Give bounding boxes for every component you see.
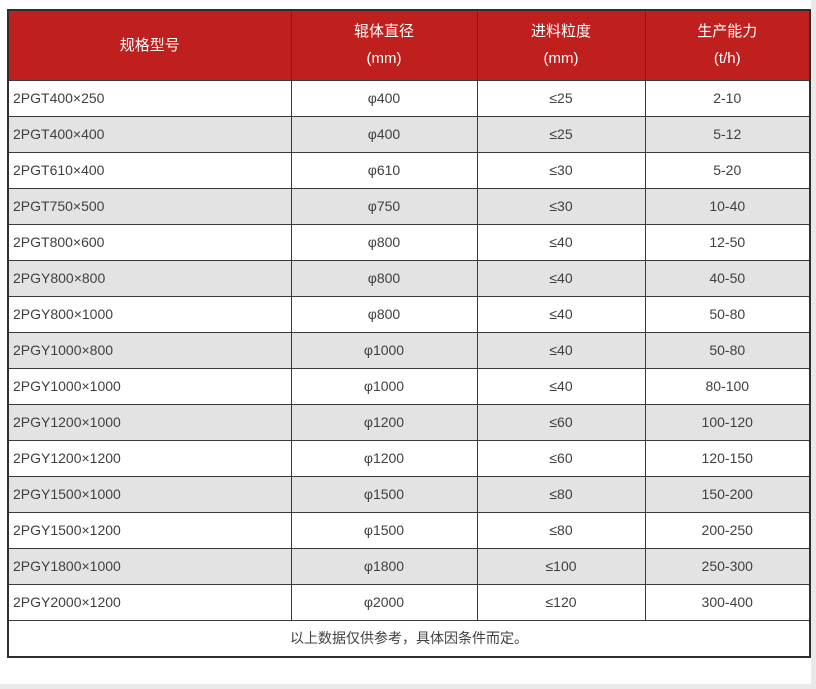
cell-model: 2PGY2000×1200 bbox=[7, 583, 292, 621]
cell-roller-diameter: φ610 bbox=[290, 151, 478, 189]
cell-feed-size: ≤30 bbox=[476, 151, 646, 189]
table-row: 2PGY1500×1000 φ1500 ≤80 150-200 bbox=[7, 475, 811, 513]
cell-feed-size: ≤40 bbox=[476, 367, 646, 405]
cell-feed-size: ≤100 bbox=[476, 547, 646, 585]
cell-roller-diameter: φ400 bbox=[290, 79, 478, 117]
cell-roller-diameter: φ800 bbox=[290, 259, 478, 297]
cell-roller-diameter: φ400 bbox=[290, 115, 478, 153]
spec-table: 规格型号 辊体直径 (mm) 进料粒度 (mm) 生产能力 (t/h) bbox=[7, 9, 811, 658]
footer-note: 以上数据仅供参考，具体因条件而定。 bbox=[7, 619, 811, 658]
header-row: 规格型号 辊体直径 (mm) 进料粒度 (mm) 生产能力 (t/h) bbox=[7, 9, 811, 81]
cell-roller-diameter: φ1800 bbox=[290, 547, 478, 585]
cell-capacity: 5-20 bbox=[644, 151, 811, 189]
cell-model: 2PGY1000×1000 bbox=[7, 367, 292, 405]
cell-feed-size: ≤40 bbox=[476, 223, 646, 261]
cell-model: 2PGT750×500 bbox=[7, 187, 292, 225]
table-row: 2PGT750×500 φ750 ≤30 10-40 bbox=[7, 187, 811, 225]
spec-table-header: 规格型号 辊体直径 (mm) 进料粒度 (mm) 生产能力 (t/h) bbox=[7, 9, 811, 81]
cell-capacity: 200-250 bbox=[644, 511, 811, 549]
cell-roller-diameter: φ1200 bbox=[290, 403, 478, 441]
table-row: 2PGT800×600 φ800 ≤40 12-50 bbox=[7, 223, 811, 261]
table-row: 2PGY800×800 φ800 ≤40 40-50 bbox=[7, 259, 811, 297]
cell-capacity: 120-150 bbox=[644, 439, 811, 477]
table-row: 2PGY800×1000 φ800 ≤40 50-80 bbox=[7, 295, 811, 333]
cell-roller-diameter: φ800 bbox=[290, 295, 478, 333]
table-row: 2PGY1500×1200 φ1500 ≤80 200-250 bbox=[7, 511, 811, 549]
cell-feed-size: ≤120 bbox=[476, 583, 646, 621]
header-cell-capacity: 生产能力 (t/h) bbox=[644, 9, 811, 81]
cell-capacity: 50-80 bbox=[644, 295, 811, 333]
table-row: 2PGY1800×1000 φ1800 ≤100 250-300 bbox=[7, 547, 811, 585]
cell-feed-size: ≤25 bbox=[476, 115, 646, 153]
cell-model: 2PGY800×1000 bbox=[7, 295, 292, 333]
cell-model: 2PGY800×800 bbox=[7, 259, 292, 297]
table-row: 2PGY1000×800 φ1000 ≤40 50-80 bbox=[7, 331, 811, 369]
cell-capacity: 10-40 bbox=[644, 187, 811, 225]
cell-model: 2PGT400×400 bbox=[7, 115, 292, 153]
table-row: 2PGT400×400 φ400 ≤25 5-12 bbox=[7, 115, 811, 153]
cell-capacity: 150-200 bbox=[644, 475, 811, 513]
header-capacity-label: 生产能力 bbox=[697, 23, 758, 41]
page-edge-right bbox=[811, 0, 816, 689]
cell-feed-size: ≤40 bbox=[476, 331, 646, 369]
cell-model: 2PGY1200×1000 bbox=[7, 403, 292, 441]
cell-capacity: 250-300 bbox=[644, 547, 811, 585]
cell-feed-size: ≤30 bbox=[476, 187, 646, 225]
header-cell-roller-diameter: 辊体直径 (mm) bbox=[290, 9, 478, 81]
cell-model: 2PGT610×400 bbox=[7, 151, 292, 189]
cell-roller-diameter: φ1000 bbox=[290, 331, 478, 369]
cell-capacity: 300-400 bbox=[644, 583, 811, 621]
cell-roller-diameter: φ800 bbox=[290, 223, 478, 261]
cell-roller-diameter: φ750 bbox=[290, 187, 478, 225]
header-model-label: 规格型号 bbox=[119, 36, 180, 54]
cell-feed-size: ≤40 bbox=[476, 295, 646, 333]
cell-capacity: 12-50 bbox=[644, 223, 811, 261]
cell-roller-diameter: φ1200 bbox=[290, 439, 478, 477]
cell-capacity: 2-10 bbox=[644, 79, 811, 117]
cell-model: 2PGY1000×800 bbox=[7, 331, 292, 369]
table-row: 2PGT610×400 φ610 ≤30 5-20 bbox=[7, 151, 811, 189]
cell-capacity: 5-12 bbox=[644, 115, 811, 153]
header-feed-size-unit: (mm) bbox=[543, 50, 579, 68]
header-capacity-unit: (t/h) bbox=[713, 50, 741, 68]
cell-roller-diameter: φ2000 bbox=[290, 583, 478, 621]
cell-capacity: 80-100 bbox=[644, 367, 811, 405]
cell-model: 2PGT800×600 bbox=[7, 223, 292, 261]
cell-feed-size: ≤40 bbox=[476, 259, 646, 297]
cell-roller-diameter: φ1500 bbox=[290, 511, 478, 549]
spec-table-footer: 以上数据仅供参考，具体因条件而定。 bbox=[7, 619, 811, 658]
cell-model: 2PGY1500×1000 bbox=[7, 475, 292, 513]
spec-table-body: 2PGT400×250 φ400 ≤25 2-10 2PGT400×400 φ4… bbox=[7, 79, 811, 621]
header-cell-feed-size: 进料粒度 (mm) bbox=[476, 9, 646, 81]
cell-feed-size: ≤60 bbox=[476, 403, 646, 441]
header-feed-size-label: 进料粒度 bbox=[530, 23, 591, 41]
table-row: 2PGY2000×1200 φ2000 ≤120 300-400 bbox=[7, 583, 811, 621]
cell-feed-size: ≤60 bbox=[476, 439, 646, 477]
page-edge-bottom bbox=[0, 684, 816, 689]
header-cell-model: 规格型号 bbox=[7, 9, 292, 81]
cell-feed-size: ≤80 bbox=[476, 511, 646, 549]
header-roller-diameter-label: 辊体直径 bbox=[353, 23, 414, 41]
cell-roller-diameter: φ1500 bbox=[290, 475, 478, 513]
table-row: 2PGY1000×1000 φ1000 ≤40 80-100 bbox=[7, 367, 811, 405]
cell-model: 2PGT400×250 bbox=[7, 79, 292, 117]
header-roller-diameter-unit: (mm) bbox=[366, 50, 402, 68]
cell-model: 2PGY1500×1200 bbox=[7, 511, 292, 549]
cell-capacity: 40-50 bbox=[644, 259, 811, 297]
cell-capacity: 50-80 bbox=[644, 331, 811, 369]
cell-feed-size: ≤25 bbox=[476, 79, 646, 117]
cell-feed-size: ≤80 bbox=[476, 475, 646, 513]
table-row: 2PGY1200×1200 φ1200 ≤60 120-150 bbox=[7, 439, 811, 477]
footer-row: 以上数据仅供参考，具体因条件而定。 bbox=[7, 619, 811, 658]
cell-capacity: 100-120 bbox=[644, 403, 811, 441]
cell-roller-diameter: φ1000 bbox=[290, 367, 478, 405]
cell-model: 2PGY1800×1000 bbox=[7, 547, 292, 585]
table-row: 2PGY1200×1000 φ1200 ≤60 100-120 bbox=[7, 403, 811, 441]
table-row: 2PGT400×250 φ400 ≤25 2-10 bbox=[7, 79, 811, 117]
cell-model: 2PGY1200×1200 bbox=[7, 439, 292, 477]
